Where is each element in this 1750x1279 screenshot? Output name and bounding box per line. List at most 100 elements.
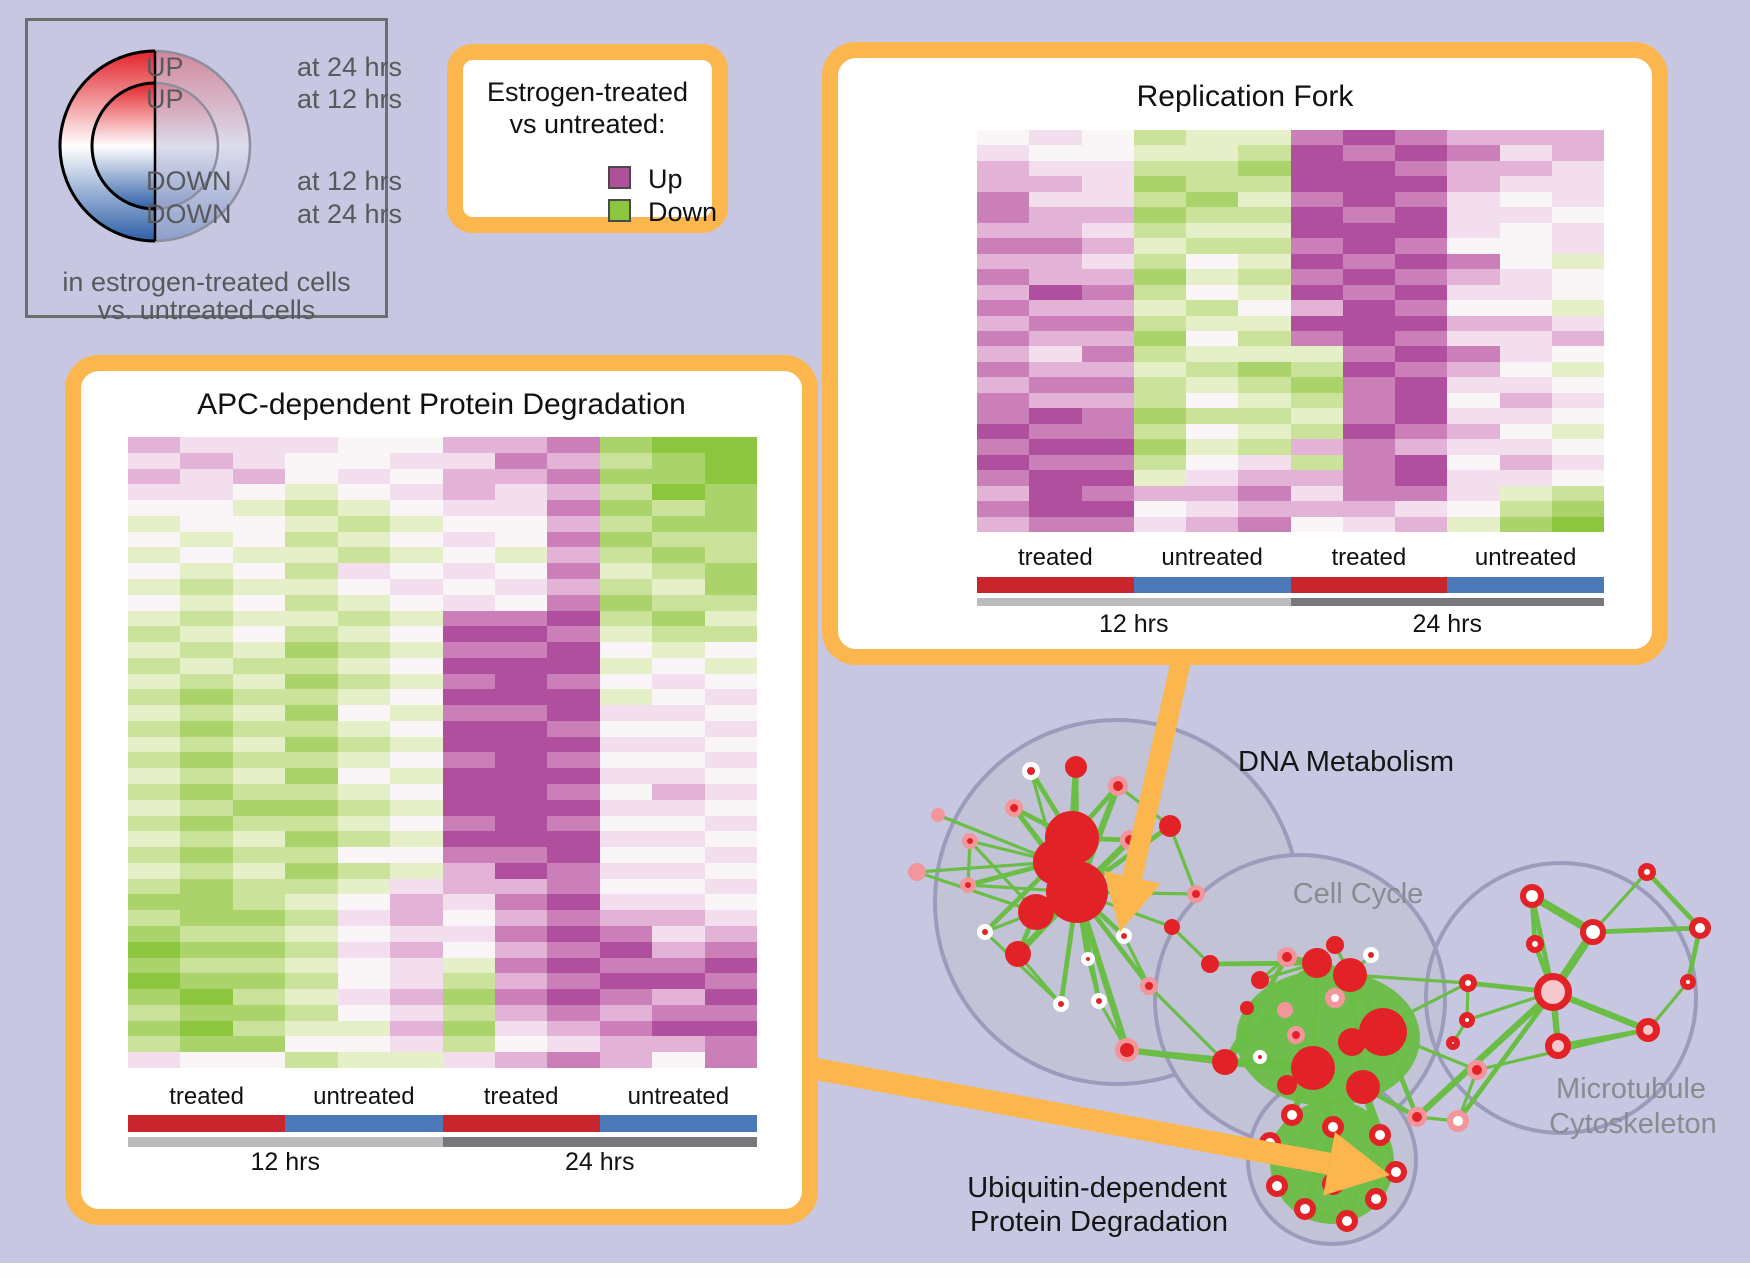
heatmap-cell (1238, 439, 1291, 455)
heatmap-cell (1447, 485, 1500, 502)
heatmap-cell (337, 500, 391, 516)
heatmap-cell (1238, 485, 1291, 502)
heatmap-cell (1081, 346, 1134, 362)
heatmap-cell (285, 531, 338, 548)
heatmap-cell (128, 673, 181, 690)
heatmap-cell (1133, 423, 1186, 440)
network-edge (1645, 870, 1702, 930)
heatmap-cell (180, 673, 233, 690)
heatmap-cell (1133, 284, 1186, 301)
heatmap-cell (285, 894, 338, 911)
heatmap-cell (337, 720, 391, 737)
heatmap-cell (547, 673, 600, 690)
heatmap-cell (128, 610, 181, 627)
network-node-red (1302, 948, 1332, 978)
heatmap-cell (1447, 423, 1500, 440)
updown-row: UP at 12 hrs (146, 86, 402, 113)
network-node-red_ring_pink (1534, 973, 1572, 1011)
heatmap-cell (1342, 207, 1395, 223)
down-label: Down (648, 197, 718, 227)
heatmap-cell (1029, 516, 1082, 532)
heatmap-cell (337, 784, 391, 800)
heatmap-cell (442, 578, 495, 595)
heatmap-cell (1395, 160, 1448, 177)
heatmap-cell (599, 862, 653, 879)
heatmap-cell (390, 1020, 443, 1037)
heatmap-cell (1029, 253, 1082, 270)
heatmap-cell (337, 768, 391, 785)
heatmap-cell (1238, 207, 1291, 223)
heatmap-cell (547, 720, 600, 737)
dna-metabolism-label: DNA Metabolism (1238, 745, 1454, 778)
heatmap-cell (599, 547, 653, 564)
heatmap-cell (390, 610, 443, 627)
heatmap-cell (599, 752, 653, 769)
heatmap-cell (285, 784, 338, 800)
heatmap-cell (1395, 284, 1448, 301)
heatmap-cell (704, 531, 757, 548)
heatmap-cell (547, 594, 600, 611)
heatmap-cell (285, 705, 338, 721)
heatmap-cell (180, 1020, 233, 1037)
heatmap-cell (494, 847, 548, 863)
heatmap-cell (1342, 454, 1395, 471)
heatmap-cell (128, 768, 181, 785)
heatmap-cell (1395, 346, 1448, 362)
updown-dir-label: UP (146, 84, 184, 114)
heatmap-cell (977, 392, 1030, 409)
heatmap-cell (337, 484, 391, 501)
network-node-red (1338, 1028, 1366, 1056)
heatmap-cell (1290, 439, 1343, 455)
heatmap-cell (180, 799, 233, 816)
heatmap-cell (285, 689, 338, 706)
network-node-pink_ring (1467, 1060, 1487, 1080)
heatmap-cell (1342, 300, 1395, 316)
network-edge (1168, 825, 1198, 895)
heatmap-cell (1186, 160, 1239, 177)
heatmap-cell (1447, 238, 1500, 254)
heatmap-cell (1395, 300, 1448, 316)
network-node-red (1346, 1070, 1380, 1104)
heatmap-cell (1133, 361, 1186, 378)
heatmap-cell (1186, 377, 1239, 393)
heatmap-cell (232, 957, 286, 974)
updown-time-label: at 24 hrs (296, 199, 402, 229)
heatmap-cell (547, 515, 600, 532)
group-label: untreated (313, 1083, 415, 1110)
heatmap-cell (1186, 423, 1239, 440)
heatmap-cell (1238, 238, 1291, 254)
heatmap-cell (494, 989, 548, 1005)
heatmap-cell (704, 878, 757, 895)
heatmap-cell (1081, 516, 1134, 532)
heatmap-cell (1133, 238, 1186, 254)
heatmap-cell (390, 515, 443, 532)
heatmap-cell (442, 926, 495, 942)
heatmap-cell (977, 330, 1030, 347)
inner-left-arc (90, 81, 156, 211)
heatmap-cell (494, 815, 548, 832)
heatmap-cell (1342, 377, 1395, 393)
heatmap-cell (1395, 238, 1448, 254)
heatmap-cell (599, 563, 653, 579)
faded-half-overlay (155, 43, 385, 249)
time-color-bar (128, 1137, 443, 1147)
heatmap-cell (494, 531, 548, 548)
apc-time-labels: 12 hrs 24 hrs (128, 1148, 757, 1182)
microtubule-label-line2: Cytoskeleton (1549, 1107, 1717, 1140)
network-node-red (1212, 1049, 1238, 1075)
heatmap-cell (1395, 377, 1448, 393)
heatmap-cell (1133, 300, 1186, 316)
heatmap-cell (232, 594, 286, 611)
heatmap-cell (1029, 130, 1082, 146)
heatmap-cell (337, 1036, 391, 1053)
heatmap-cell (128, 547, 181, 564)
network-node-white_ring (1081, 952, 1095, 966)
network-node-pink_ring (1140, 977, 1158, 995)
heatmap-cell (337, 752, 391, 769)
heatmap-cell (1238, 130, 1291, 146)
heatmap-cell (337, 847, 391, 863)
heatmap-cell (1499, 191, 1552, 208)
heatmap-cell (232, 610, 286, 627)
heatmap-cell (180, 720, 233, 737)
heatmap-cell (599, 1052, 653, 1068)
